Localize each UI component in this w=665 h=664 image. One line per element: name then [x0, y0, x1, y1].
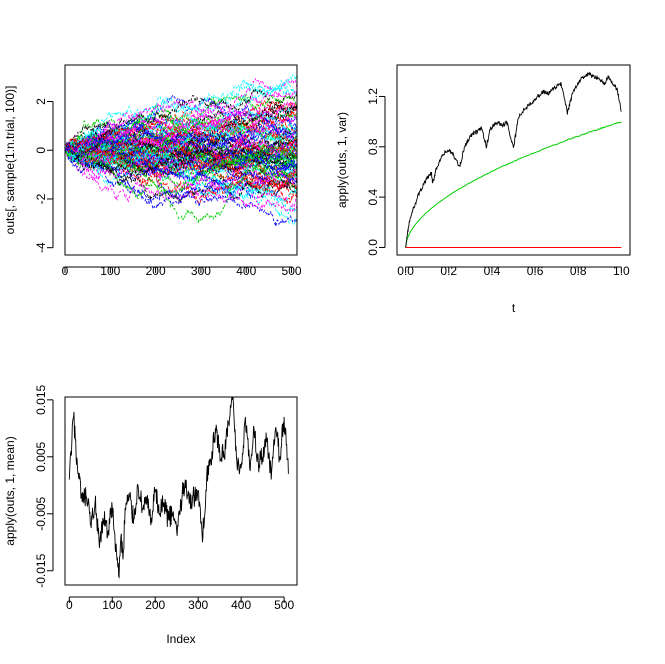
series-line [65, 143, 297, 173]
x-tick-label: 200 [145, 598, 165, 612]
series-green [405, 121, 622, 248]
series-line [65, 88, 297, 160]
x-tick-label: 200 [146, 264, 166, 278]
x-tick-label: 0.0 [397, 264, 414, 278]
series-line [65, 94, 297, 151]
series-line [65, 133, 297, 171]
y-tick-label: 2 [34, 98, 48, 105]
series-line [65, 120, 297, 164]
series-line [65, 124, 297, 163]
y-axis-label: outs[, sample(1:n.trial, 100)] [3, 86, 17, 235]
y-tick-label: 0.015 [34, 385, 48, 415]
series-line [65, 118, 297, 154]
series-line [65, 137, 297, 209]
series-line [65, 108, 297, 163]
y-tick-label: 1.2 [366, 88, 380, 105]
plot-area [68, 397, 289, 579]
plot-area [65, 74, 297, 227]
x-tick-label: 300 [191, 264, 211, 278]
series-line [65, 130, 297, 178]
y-tick-label: 0 [34, 147, 48, 154]
series-line [65, 144, 297, 200]
series-line [65, 100, 297, 165]
y-tick-label: 0.005 [34, 441, 48, 471]
series-line [65, 101, 297, 160]
x-tick-label: 100 [100, 264, 120, 278]
series-line [65, 79, 297, 164]
series-line [65, 144, 297, 204]
series-line [65, 145, 297, 205]
y-tick-label: -4 [34, 242, 48, 253]
y-tick-label: 0.8 [366, 138, 380, 155]
y-tick-label: -0.005 [34, 496, 48, 530]
x-axis-label: Index [166, 632, 195, 646]
series-line [65, 140, 297, 192]
x-tick-label: 0.8 [570, 264, 587, 278]
series-line [65, 109, 297, 157]
y-tick-label: -0.015 [34, 553, 48, 587]
x-tick-label: 0 [62, 264, 69, 278]
series-line [65, 112, 297, 158]
plot-area [405, 71, 622, 248]
y-axis-label: apply(outs, 1, var) [335, 112, 349, 208]
plot-frame [64, 64, 298, 256]
series-line [65, 118, 297, 153]
y-tick-label: -2 [34, 193, 48, 204]
series-line [65, 138, 297, 199]
series-line [65, 147, 297, 186]
x-tick-label: 400 [236, 264, 256, 278]
series-line [65, 114, 297, 185]
x-tick-label: 0.2 [440, 264, 457, 278]
plot-frame [396, 64, 631, 256]
plot-frame [64, 396, 298, 586]
x-tick-label: 0.6 [527, 264, 544, 278]
series-line [65, 147, 297, 194]
panel-1: 0 100 200 300 400 500 -4 -2 0 2 outs[, sample(1:n.… [3, 64, 302, 278]
series-line [65, 136, 297, 204]
y-tick-label: 0.4 [366, 188, 380, 205]
x-axis-label: t [512, 301, 516, 315]
x-tick-label: 1.0 [613, 264, 630, 278]
x-tick-label: 0 [66, 598, 73, 612]
series-line [65, 138, 297, 188]
series-line [65, 112, 297, 180]
panel-2: 0.0 0.2 0.4 0.6 0.8 1.0 t 0.0 0.4 0.8 1.2 apply(out… [335, 64, 631, 315]
series-line [65, 74, 297, 154]
y-axis-label: apply(outs, 1, mean) [3, 436, 17, 545]
series-mean [68, 397, 289, 579]
x-tick-label: 0.4 [484, 264, 501, 278]
series-line [65, 90, 297, 154]
series-line [65, 146, 297, 179]
series-line [65, 148, 297, 224]
panel-3: 0 100 200 300 400 500 Index -0.015 -0.005 0.005 0.… [3, 385, 298, 646]
x-tick-label: 500 [282, 264, 302, 278]
x-tick-label: 500 [274, 598, 294, 612]
series-line [65, 93, 297, 161]
series-black [405, 71, 622, 248]
x-tick-label: 100 [102, 598, 122, 612]
x-tick-label: 300 [188, 598, 208, 612]
y-tick-label: 0.0 [366, 239, 380, 256]
x-tick-label: 400 [231, 598, 251, 612]
